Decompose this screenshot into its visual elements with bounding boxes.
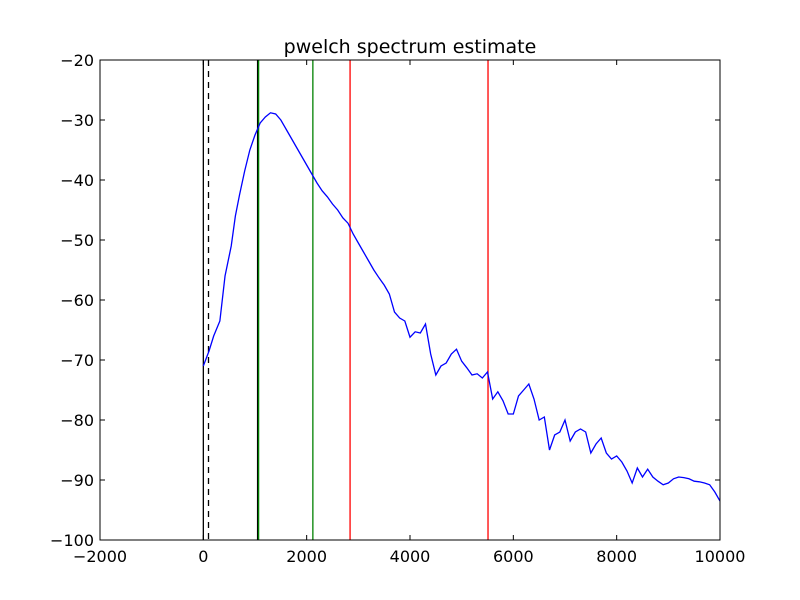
x-tick-label-0: −2000 bbox=[73, 547, 127, 566]
series-line-0 bbox=[202, 112, 720, 502]
x-tick-label-3: 4000 bbox=[390, 547, 431, 566]
x-tick-label-6: 10000 bbox=[695, 547, 746, 566]
y-tick-label-6: −40 bbox=[60, 171, 94, 190]
y-tick-label-5: −50 bbox=[60, 231, 94, 250]
x-tick-label-1: 0 bbox=[198, 547, 208, 566]
y-tick-label-1: −90 bbox=[60, 471, 94, 490]
y-tick-label-2: −80 bbox=[60, 411, 94, 430]
y-tick-label-4: −60 bbox=[60, 291, 94, 310]
plot-area: −2000 0 2000 4000 6000 8000 10000 −100 −90 −80 −70… bbox=[50, 51, 745, 566]
x-tick-label-2: 2000 bbox=[286, 547, 327, 566]
y-tick-label-8: −20 bbox=[60, 51, 94, 70]
chart-title: pwelch spectrum estimate bbox=[284, 36, 537, 58]
x-tick-label-5: 8000 bbox=[596, 547, 637, 566]
y-tick-label-3: −70 bbox=[60, 351, 94, 370]
y-tick-label-0: −100 bbox=[50, 531, 94, 550]
x-tick-label-4: 6000 bbox=[493, 547, 534, 566]
y-tick-label-7: −30 bbox=[60, 111, 94, 130]
